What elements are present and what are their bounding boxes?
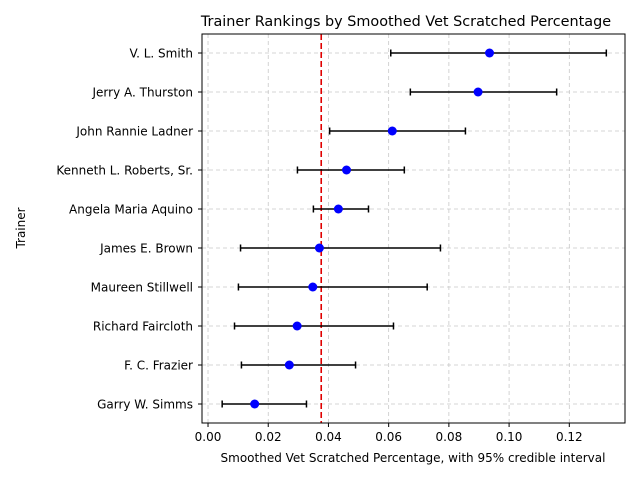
plot-frame xyxy=(201,33,626,424)
y-tick-label: Kenneth L. Roberts, Sr. xyxy=(56,164,193,178)
x-axis-ticks: 0.00 0.02 0.04 0.06 0.08 0.10 0.12 xyxy=(195,423,583,444)
errorbar-layer xyxy=(221,49,608,408)
data-point xyxy=(250,399,260,409)
y-tick-label: Richard Faircloth xyxy=(93,320,193,334)
x-tick-label: 0.12 xyxy=(556,430,583,444)
data-point xyxy=(387,126,397,136)
data-point xyxy=(342,165,352,175)
point-layer xyxy=(250,48,495,409)
x-tick-label: 0.00 xyxy=(195,430,222,444)
y-axis-label: Trainer xyxy=(14,207,28,249)
y-tick-label: Maureen Stillwell xyxy=(91,281,193,295)
data-point xyxy=(485,48,495,58)
y-tick-label: John Rannie Ladner xyxy=(75,125,193,139)
data-point xyxy=(473,87,483,97)
y-tick-label: Angela Maria Aquino xyxy=(69,203,193,217)
data-point xyxy=(333,204,343,214)
x-tick-label: 0.02 xyxy=(255,430,282,444)
x-tick-label: 0.04 xyxy=(315,430,342,444)
x-tick-label: 0.08 xyxy=(436,430,463,444)
data-point xyxy=(308,282,318,292)
y-tick-label: V. L. Smith xyxy=(129,47,193,61)
data-point xyxy=(284,360,294,370)
chart-title: Trainer Rankings by Smoothed Vet Scratch… xyxy=(200,14,611,30)
x-tick-label: 0.10 xyxy=(496,430,523,444)
data-point xyxy=(292,321,302,331)
x-axis-label: Smoothed Vet Scratched Percentage, with … xyxy=(221,451,606,465)
y-tick-label: James E. Brown xyxy=(99,242,193,256)
data-point xyxy=(314,243,324,253)
y-tick-label: F. C. Frazier xyxy=(124,359,193,373)
x-tick-label: 0.06 xyxy=(375,430,402,444)
y-tick-label: Garry W. Simms xyxy=(97,398,193,412)
y-axis-ticks: V. L. Smith Jerry A. Thurston John Rannie … xyxy=(56,47,202,412)
y-tick-label: Jerry A. Thurston xyxy=(92,86,194,100)
